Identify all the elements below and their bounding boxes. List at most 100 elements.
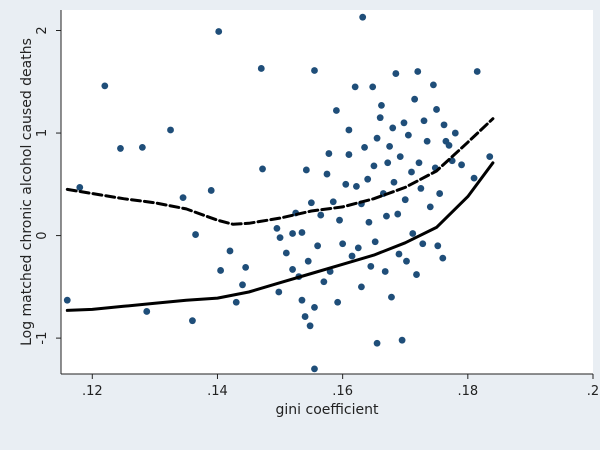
x-tick-label: .14 (207, 384, 228, 399)
scatter-point (273, 225, 281, 232)
scatter-point (411, 95, 419, 103)
scatter-point (276, 234, 284, 242)
scatter-point (189, 317, 196, 325)
scatter-point (417, 185, 425, 192)
scatter-point (398, 336, 406, 344)
scatter-point (409, 230, 417, 237)
scatter-point (415, 159, 423, 167)
scatter-point (373, 339, 381, 347)
scatter-point (394, 210, 402, 218)
scatter-point (351, 83, 359, 91)
scatter-point (373, 134, 381, 142)
scatter-point (334, 298, 342, 306)
scatter-point (192, 231, 199, 238)
scatter-point (226, 247, 234, 255)
scatter-point (323, 170, 331, 178)
scatter-point (384, 159, 392, 167)
scatter-point (419, 240, 427, 248)
scatter-point (383, 212, 390, 220)
scatter-point (451, 129, 459, 137)
scatter-point (311, 365, 318, 373)
x-tick-label: .2 (587, 384, 599, 399)
scatter-point (390, 178, 398, 186)
scatter-point (298, 229, 306, 236)
scatter-point (400, 119, 408, 127)
scatter-point (301, 313, 309, 320)
scatter-point (396, 153, 404, 161)
scatter-point (378, 101, 385, 109)
scatter-point (434, 242, 442, 250)
scatter-point (289, 230, 296, 237)
x-axis-title: gini coefficient (276, 402, 379, 418)
y-tick-label: 2 (35, 26, 50, 34)
scatter-point (302, 166, 310, 174)
solid-fit-line (65, 161, 495, 312)
scatter-point (354, 244, 362, 252)
scatter-point (470, 174, 478, 182)
scatter-point (76, 183, 84, 191)
scatter-point (179, 194, 187, 202)
scatter-point (423, 137, 431, 145)
scatter-point (345, 151, 353, 158)
scatter-point (403, 257, 410, 265)
scatter-point (101, 82, 109, 90)
scatter-point (275, 288, 283, 296)
scatter-point (420, 117, 428, 125)
scatter-point (473, 68, 481, 75)
scatter-point (389, 124, 397, 132)
y-tick-label: -1 (35, 332, 50, 345)
scatter-point (439, 254, 447, 262)
y-axis-ticks: -1 0 1 2 (35, 26, 61, 345)
scatter-point (358, 283, 365, 291)
scatter-point (404, 131, 412, 139)
scatter-point (311, 303, 318, 311)
scatter-point (259, 165, 266, 173)
scatter-point (345, 126, 353, 134)
scatter-point (361, 143, 368, 151)
scatter-point (370, 162, 378, 170)
scatter-point (167, 126, 174, 134)
scatter-point (486, 153, 494, 161)
scatter-point (392, 70, 400, 77)
scatter-point (367, 262, 375, 270)
scatter-point (414, 68, 422, 75)
scatter-point (445, 141, 453, 149)
x-axis-ticks: .12 .14 .16 .18 .2 (82, 374, 599, 399)
scatter-point (325, 150, 333, 157)
scatter-point (430, 81, 437, 89)
scatter-point (207, 187, 215, 194)
scatter-point (371, 238, 379, 246)
scatter-point (364, 175, 372, 183)
x-tick-label: .18 (457, 384, 478, 399)
scatter-point (413, 271, 420, 278)
scatter-point (257, 65, 265, 72)
scatter-point (282, 249, 290, 257)
scatter-point (408, 168, 415, 176)
scatter-point (307, 199, 315, 207)
scatter-point (215, 28, 223, 35)
scatter-points (63, 13, 494, 373)
scatter-point (436, 190, 444, 197)
scatter-point (311, 67, 318, 74)
scatter-point (317, 211, 325, 219)
y-tick-label: 1 (35, 129, 50, 137)
scatter-point (329, 198, 337, 206)
dashed-fit-line (65, 117, 495, 226)
scatter-point (138, 143, 146, 151)
scatter-point (306, 322, 314, 330)
scatter-point (395, 250, 403, 258)
scatter-point (458, 161, 465, 169)
scatter-point (426, 203, 434, 211)
scatter-point (376, 114, 384, 122)
fit-lines (65, 117, 495, 312)
scatter-point (401, 196, 409, 204)
scatter-point (365, 218, 373, 226)
plot-area (61, 10, 593, 374)
scatter-point (369, 83, 377, 91)
scatter-point (298, 296, 306, 304)
scatter-point (289, 266, 296, 273)
scatter-point (336, 216, 343, 224)
scatter-point (339, 240, 347, 248)
